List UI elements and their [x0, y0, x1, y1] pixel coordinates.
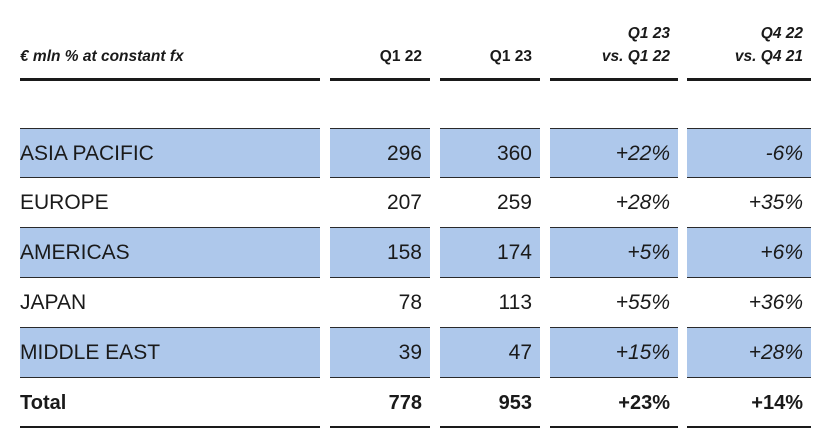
value-q1-23: 174 — [440, 228, 540, 278]
region-label: EUROPE — [20, 178, 320, 228]
total-label: Total — [20, 378, 320, 428]
header-q1-22: Q1 22 — [330, 20, 430, 78]
region-label: AMERICAS — [20, 228, 320, 278]
header-yoy: Q1 23 vs. Q1 22 — [550, 20, 678, 78]
header-q4: Q4 22 vs. Q4 21 — [687, 20, 811, 78]
table-row-americas: AMERICAS 158 174 +5% +6% — [0, 228, 831, 278]
value-q1-22: 78 — [330, 278, 430, 328]
value-q1-22: 296 — [330, 128, 430, 178]
header-yoy-line1: Q1 23 — [627, 25, 670, 42]
value-q4: +35% — [687, 178, 811, 228]
header-label: € mln % at constant fx — [20, 20, 320, 78]
value-q1-22: 158 — [330, 228, 430, 278]
value-yoy: +28% — [550, 178, 678, 228]
header-label-text: € mln % at constant fx — [20, 48, 184, 65]
value-q1-22: 207 — [330, 178, 430, 228]
header-q4-line1: Q4 22 — [760, 25, 803, 42]
value-q4: +6% — [687, 228, 811, 278]
table-row-japan: JAPAN 78 113 +55% +36% — [0, 278, 831, 328]
value-q1-23: 259 — [440, 178, 540, 228]
total-yoy: +23% — [550, 378, 678, 428]
table-row-middle-east: MIDDLE EAST 39 47 +15% +28% — [0, 328, 831, 378]
header-q1-23: Q1 23 — [440, 20, 540, 78]
value-yoy: +5% — [550, 228, 678, 278]
header-rule — [440, 78, 540, 81]
region-label: ASIA PACIFIC — [20, 128, 320, 178]
value-q4: +36% — [687, 278, 811, 328]
header-q1-22-text: Q1 22 — [379, 48, 422, 65]
value-yoy: +15% — [550, 328, 678, 378]
region-label: JAPAN — [20, 278, 320, 328]
header-yoy-line2: vs. Q1 22 — [601, 48, 670, 65]
value-q1-22: 39 — [330, 328, 430, 378]
value-q4: +28% — [687, 328, 811, 378]
region-label: MIDDLE EAST — [20, 328, 320, 378]
table-row-europe: EUROPE 207 259 +28% +35% — [0, 178, 831, 228]
total-q4: +14% — [687, 378, 811, 428]
total-q1-23: 953 — [440, 378, 540, 428]
header-q4-line2: vs. Q4 21 — [734, 48, 803, 65]
value-yoy: +55% — [550, 278, 678, 328]
total-q1-22: 778 — [330, 378, 430, 428]
value-yoy: +22% — [550, 128, 678, 178]
value-q1-23: 360 — [440, 128, 540, 178]
value-q1-23: 47 — [440, 328, 540, 378]
header-q1-23-text: Q1 23 — [489, 48, 532, 65]
header-rule — [330, 78, 430, 81]
table-row-total: Total 778 953 +23% +14% — [0, 378, 831, 428]
value-q1-23: 113 — [440, 278, 540, 328]
table-row-asia-pacific: ASIA PACIFIC 296 360 +22% -6% — [0, 128, 831, 178]
header-rule — [550, 78, 678, 81]
header-rule — [20, 78, 320, 81]
header-rule — [687, 78, 811, 81]
value-q4: -6% — [687, 128, 811, 178]
